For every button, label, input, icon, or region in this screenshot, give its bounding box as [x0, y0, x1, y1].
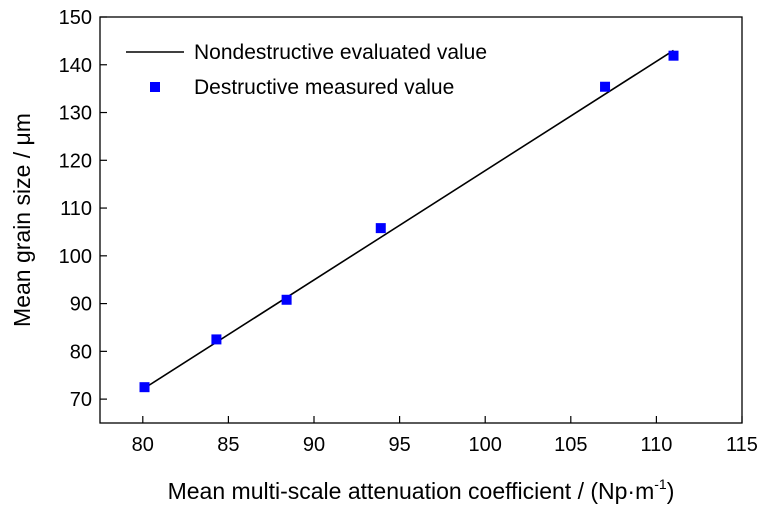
y-tick-label: 140	[59, 55, 92, 77]
y-tick-label: 100	[59, 246, 92, 268]
x-axis-ticks: 80 85 90 95 100 105 110 115	[132, 416, 758, 456]
x-axis-label-superscript: -1	[654, 476, 667, 492]
plot-frame	[99, 16, 743, 424]
x-axis-label: Mean multi-scale attenuation coefficient…	[168, 476, 675, 504]
x-tick-label: 110	[640, 434, 672, 456]
y-axis-label: Mean grain size / μm	[9, 113, 35, 327]
x-tick-label: 90	[303, 434, 325, 456]
data-point	[668, 50, 679, 61]
x-axis-label-main: Mean multi-scale attenuation coefficient…	[168, 478, 655, 504]
legend-label: Destructive measured value	[194, 76, 454, 99]
x-tick-label: 85	[217, 434, 239, 456]
legend: Nondestructive evaluated value Destructiv…	[126, 41, 487, 99]
data-point	[281, 294, 292, 305]
y-tick-label: 70	[70, 389, 92, 411]
data-point	[375, 223, 386, 234]
series-layer	[139, 49, 679, 393]
y-tick-label: 130	[59, 103, 92, 125]
x-tick-label: 115	[726, 434, 758, 456]
legend-label: Nondestructive evaluated value	[194, 41, 487, 64]
y-tick-label: 110	[60, 198, 92, 220]
x-axis-label-suffix: )	[667, 478, 675, 504]
data-point	[600, 81, 611, 92]
fit-line	[144, 49, 674, 389]
x-tick-label: 105	[554, 434, 587, 456]
data-point	[139, 382, 150, 393]
x-tick-label: 95	[388, 434, 410, 456]
x-tick-label: 80	[132, 434, 154, 456]
y-tick-label: 80	[70, 341, 92, 363]
legend-square-swatch	[150, 82, 160, 92]
x-tick-label: 100	[469, 434, 502, 456]
y-tick-label: 90	[70, 294, 92, 316]
y-tick-label: 150	[59, 7, 92, 29]
y-tick-label: 120	[59, 150, 92, 172]
data-point	[211, 334, 222, 345]
y-axis-ticks: 70 80 90 100 110 120 130 140 150	[59, 7, 107, 411]
